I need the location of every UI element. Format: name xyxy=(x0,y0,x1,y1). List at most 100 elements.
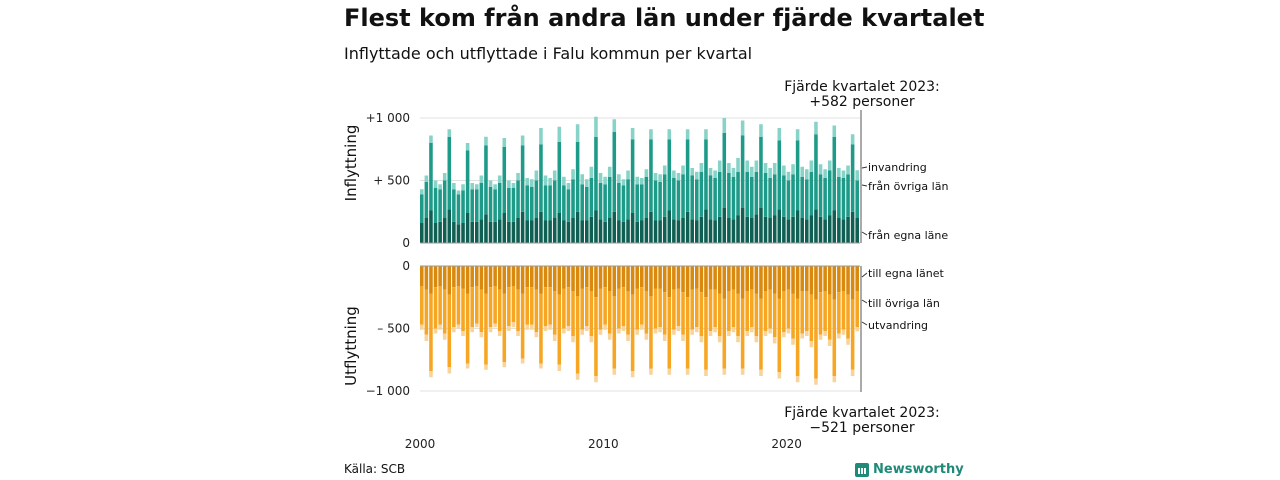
outflow-bar xyxy=(470,287,474,328)
inflow-bar xyxy=(598,183,603,220)
inflow-bar xyxy=(727,173,731,218)
inflow-bar xyxy=(488,180,493,187)
inflow-bar xyxy=(575,124,580,142)
outflow-bar xyxy=(548,324,552,330)
outflow-bar xyxy=(571,266,575,291)
inflow-bar xyxy=(823,178,827,220)
annotation-inflow-line1: Fjärde kvartalet 2023: xyxy=(784,79,940,95)
inflow-bar xyxy=(603,221,607,243)
inflow-bar xyxy=(722,208,727,243)
outflow-bar xyxy=(424,266,429,290)
inflow-bar xyxy=(795,129,800,141)
outflow-bar xyxy=(750,289,754,328)
inflow-bar xyxy=(855,180,859,218)
inflow-bar xyxy=(456,190,461,195)
inflow-bar xyxy=(750,166,754,177)
inflow-bar xyxy=(832,125,837,137)
outflow-bar xyxy=(672,266,676,290)
outflow-bar xyxy=(598,266,603,289)
inflow-bar xyxy=(667,139,672,211)
inflow-bar xyxy=(640,220,644,243)
inflow-bar xyxy=(690,219,694,243)
inflow-bar xyxy=(557,126,562,142)
outflow-bar xyxy=(855,291,859,328)
inflow-bar xyxy=(507,188,511,222)
outflow-bar xyxy=(585,326,589,331)
inflow-bar xyxy=(475,189,479,222)
inflow-bar xyxy=(736,171,740,216)
outflow-bar xyxy=(557,294,562,365)
outflow-bar xyxy=(507,326,511,331)
brand-name: Newsworthy xyxy=(873,462,964,477)
outflow-bar xyxy=(635,266,639,289)
y-tick-label: +1 000 xyxy=(366,111,410,125)
outflow-bar xyxy=(507,266,511,288)
outflow-bar xyxy=(704,297,708,370)
inflow-bar xyxy=(690,168,694,176)
inflow-bar xyxy=(479,183,484,220)
outflow-bar xyxy=(603,266,607,288)
inflow-bar xyxy=(429,210,433,243)
series-label: utvandring xyxy=(868,319,928,332)
outflow-bar xyxy=(662,334,667,341)
outflow-bar xyxy=(667,297,672,369)
inflow-bar xyxy=(488,186,493,222)
inflow-bar xyxy=(502,213,507,243)
outflow-bar xyxy=(447,266,452,295)
outflow-bar xyxy=(552,291,557,335)
outflow-bar xyxy=(488,287,493,328)
outflow-bar xyxy=(667,368,672,375)
inflow-bar xyxy=(626,170,630,180)
outflow-bar xyxy=(763,291,768,331)
outflow-bar xyxy=(708,331,713,336)
outflow-bar xyxy=(722,298,727,369)
outflow-bar xyxy=(424,334,429,341)
outflow-bar xyxy=(653,328,658,334)
inflow-bar xyxy=(832,210,837,243)
inflow-bar xyxy=(777,140,782,210)
series-label-connector xyxy=(861,299,868,304)
outflow-bar xyxy=(640,266,644,288)
inflow-bar xyxy=(571,169,575,180)
outflow-bar xyxy=(809,294,814,341)
outflow-bar xyxy=(772,337,777,344)
outflow-bar xyxy=(594,297,598,376)
inflow-bar xyxy=(653,220,658,243)
outflow-bar xyxy=(827,294,832,340)
inflow-bar xyxy=(791,216,795,243)
inflow-bar xyxy=(644,218,649,243)
inflow-bar xyxy=(607,176,612,218)
outflow-bar xyxy=(493,286,497,324)
inflow-bar xyxy=(530,179,534,187)
inflow-bar xyxy=(699,216,704,243)
inflow-bar xyxy=(562,176,566,186)
chart-subtitle: Inflyttade och utflyttade i Falu kommun … xyxy=(344,44,753,63)
outflow-bar xyxy=(493,266,497,286)
inflow-bar xyxy=(630,213,635,243)
inflow-bar xyxy=(617,183,621,221)
inflow-bar xyxy=(543,220,548,243)
outflow-bar xyxy=(644,333,649,340)
outflow-bar xyxy=(552,266,557,291)
series-label: till egna länet xyxy=(868,267,944,280)
outflow-bar xyxy=(612,296,617,369)
inflow-bar xyxy=(814,134,818,210)
inflow-bar xyxy=(708,175,713,220)
outflow-bar xyxy=(768,289,772,329)
outflow-bar xyxy=(461,266,465,289)
inflow-bar xyxy=(681,218,685,243)
outflow-bar xyxy=(585,266,589,288)
inflow-bar xyxy=(841,170,846,178)
outflow-bar xyxy=(543,326,548,331)
outflow-bar xyxy=(772,293,777,338)
inflow-bar xyxy=(552,170,557,181)
outflow-bar xyxy=(452,287,456,328)
outflow-bar xyxy=(566,287,571,326)
outflow-bar xyxy=(575,373,580,380)
inflow-bar xyxy=(502,146,507,213)
outflow-bar xyxy=(644,266,649,291)
inflow-bar xyxy=(461,223,465,243)
outflow-bar xyxy=(447,294,452,368)
outflow-bar xyxy=(745,266,749,291)
outflow-bar xyxy=(832,376,837,383)
